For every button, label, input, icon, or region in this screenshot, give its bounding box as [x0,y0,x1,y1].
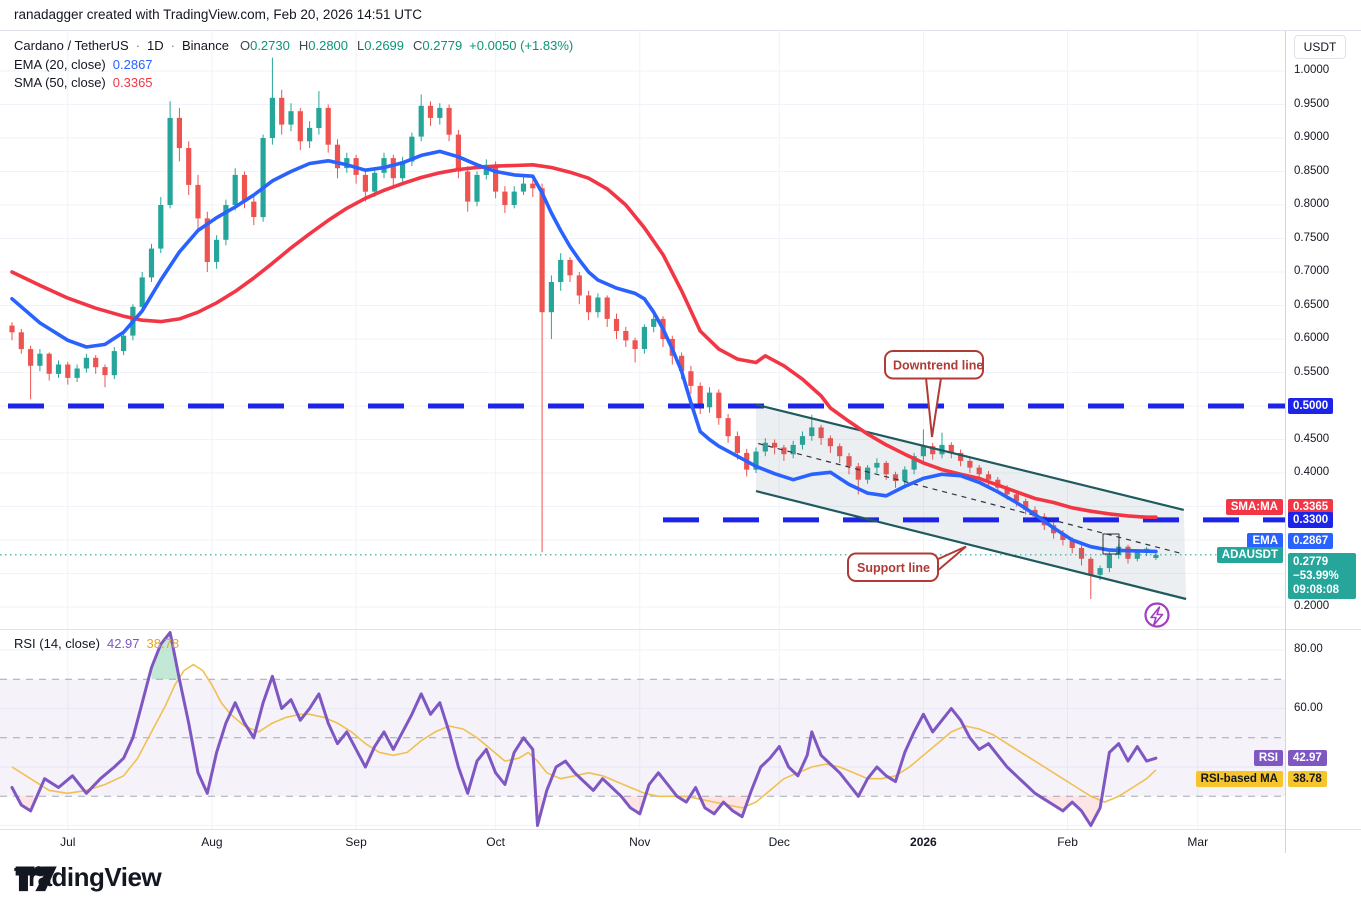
price-tick-0.4000: 0.4000 [1294,466,1330,478]
svg-text:Downtrend line: Downtrend line [893,359,983,373]
symbol-legend[interactable]: Cardano / TetherUS · 1D · Binance O0.273… [14,38,573,53]
rsi-ma-value-label[interactable]: 38.78 [1288,770,1327,787]
time-tick-Aug[interactable]: Aug [201,835,223,849]
attribution-text: ranadagger created with TradingView.com,… [14,7,422,22]
flash-icon[interactable] [1144,602,1170,628]
price-block-line: −53.99% [1293,569,1339,582]
support-line-callout[interactable]: Support line [847,545,967,582]
exchange-label: Binance [181,38,229,53]
time-tick-Oct[interactable]: Oct [486,835,505,849]
rsi-label: RSI (14, close) [14,636,100,651]
legend-separator: · [135,38,141,53]
legend-separator: · [170,38,175,53]
time-tick-Dec[interactable]: Dec [768,835,790,849]
svg-text:Support line: Support line [857,561,930,575]
price-tick-0.2000: 0.2000 [1294,600,1330,612]
ema-price-label[interactable]: 0.2867 [1288,532,1334,549]
highlight-box [1102,533,1120,555]
ohlc-item: C0.2779 [413,38,463,53]
price-tick-0.6500: 0.6500 [1294,298,1330,311]
sma-label: SMA (50, close) [14,75,106,90]
price-tick-0.8500: 0.8500 [1294,164,1330,177]
sma-value: 0.3365 [112,75,153,90]
time-tick-Feb[interactable]: Feb [1057,835,1078,849]
rsi-value: 42.97 [106,636,140,651]
price-chart[interactable]: Downtrend line Support line [0,31,1285,629]
ohlc-item: H0.2800 [298,38,349,53]
rsi-tick-80: 80.00 [1294,643,1323,655]
time-axis-divider [0,829,1361,830]
ema-label: EMA (20, close) [14,57,106,72]
price-tick-0.8000: 0.8000 [1294,198,1330,210]
minor-price-label[interactable]: 0.3300 [1288,511,1334,528]
ohlc-values: O0.2730 H0.2800 L0.2699 C0.2779 [240,38,462,53]
price-tick-0.5500: 0.5500 [1294,365,1330,378]
price-countdown-label[interactable]: 0.2779 −53.99% 09:08:08 [1288,552,1356,599]
time-tick-2026[interactable]: 2026 [910,835,937,849]
interval-label[interactable]: 1D [147,38,164,53]
sma-price-label[interactable]: 0.3365 [1288,498,1334,515]
tradingview-logo[interactable]: TradingView [14,862,162,893]
sma-legend[interactable]: SMA (50, close) 0.3365 [14,75,153,90]
resistance-price-label[interactable]: 0.5000 [1288,398,1334,414]
rsi-value-label[interactable]: 42.97 [1288,750,1327,767]
price-tick-0.7500: 0.7500 [1294,231,1330,244]
time-tick-Jul[interactable]: Jul [60,835,76,849]
currency-button[interactable]: USDT [1294,35,1346,59]
price-tick-0.7000: 0.7000 [1294,265,1330,277]
rsi-chart[interactable] [0,629,1285,829]
price-axis-border[interactable] [1285,31,1286,853]
time-tick-Mar[interactable]: Mar [1187,835,1209,849]
symbol-name[interactable]: Cardano / TetherUS [14,38,129,53]
price-tick-0.6000: 0.6000 [1294,332,1330,344]
downtrend-line-callout[interactable]: Downtrend line [884,350,984,438]
rsi-legend[interactable]: RSI (14, close) 42.97 38.78 [14,636,179,651]
pane-divider[interactable] [0,629,1361,630]
price-tick-0.9000: 0.9000 [1294,131,1330,143]
price-tick-0.4500: 0.4500 [1294,432,1330,445]
time-tick-Nov[interactable]: Nov [629,835,651,849]
price-block-line: 09:08:08 [1293,583,1340,596]
ema-value: 0.2867 [112,57,153,72]
change-value: +0.0050 (+1.83%) [469,38,574,53]
chart-widget: Downtrend line Support line Cardano / Tet… [0,30,1361,853]
price-tick-1.0000: 1.0000 [1294,64,1330,76]
tradingview-logo-icon [15,865,57,891]
ema-legend[interactable]: EMA (20, close) 0.2867 [14,57,153,72]
ohlc-item: L0.2699 [357,38,405,53]
rsi-tick-60: 60.00 [1294,701,1323,714]
price-block-line: 0.2779 [1293,555,1329,568]
ohlc-item: O0.2730 [239,38,290,53]
rsi-ma-value: 38.78 [146,636,180,651]
price-tick-0.9500: 0.9500 [1294,97,1330,110]
time-tick-Sep[interactable]: Sep [345,835,367,849]
